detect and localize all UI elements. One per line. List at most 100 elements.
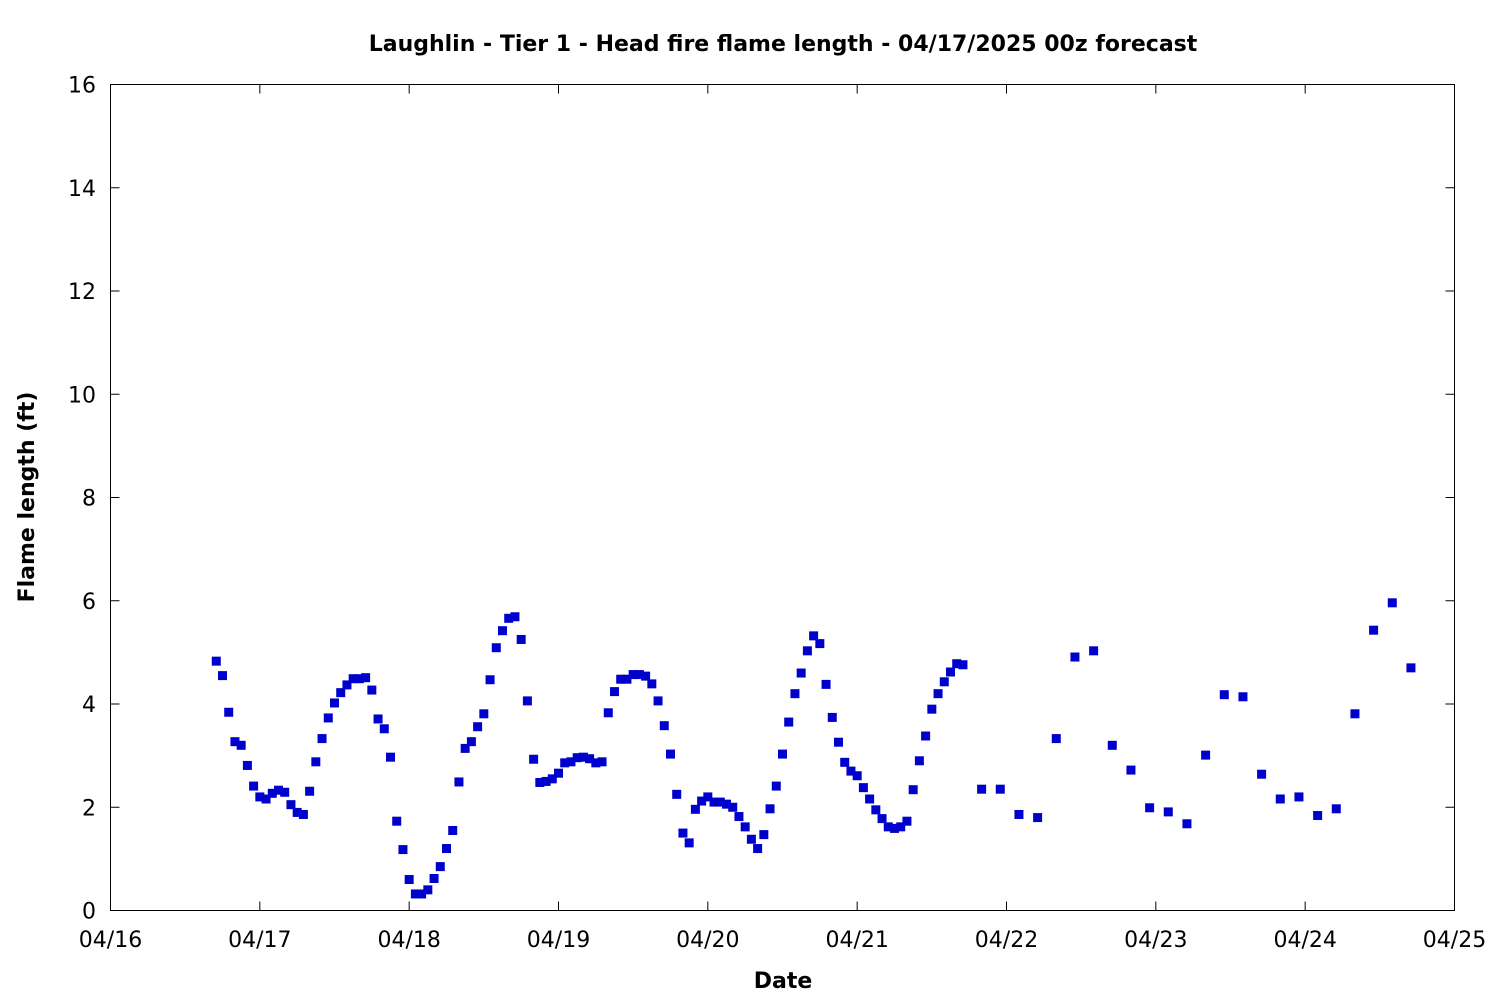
y-tick-label: 12	[68, 280, 96, 305]
data-point	[709, 797, 719, 807]
data-point	[952, 659, 962, 669]
data-point	[858, 783, 868, 793]
data-point	[280, 787, 290, 797]
data-point	[697, 796, 707, 806]
data-point	[958, 660, 968, 670]
data-point	[821, 679, 831, 689]
data-point	[255, 792, 265, 802]
data-point	[765, 804, 775, 814]
data-point	[647, 679, 657, 689]
y-tick-label: 6	[82, 590, 96, 615]
data-point	[753, 844, 763, 854]
data-point	[367, 685, 377, 695]
data-point	[379, 724, 389, 734]
data-point	[249, 781, 259, 791]
data-point	[1107, 740, 1117, 750]
data-point	[510, 612, 520, 622]
data-point	[802, 646, 812, 656]
data-point	[448, 825, 458, 835]
data-point	[535, 777, 545, 787]
data-point	[834, 737, 843, 747]
data-point	[404, 875, 414, 885]
x-tick-label: 04/23	[1124, 928, 1187, 953]
data-point	[771, 781, 781, 791]
data-point	[597, 757, 607, 767]
data-point	[460, 743, 470, 753]
data-point	[267, 788, 277, 798]
data-point	[902, 816, 912, 826]
data-point	[529, 754, 539, 764]
data-point	[292, 807, 302, 817]
x-tick-label: 04/20	[676, 928, 739, 953]
y-tick-label: 8	[82, 487, 96, 512]
data-point	[1033, 813, 1043, 823]
data-point	[722, 799, 731, 809]
data-point	[1145, 803, 1155, 813]
data-point	[827, 712, 837, 722]
data-point	[211, 656, 221, 666]
data-point	[242, 760, 252, 770]
plot-frame	[110, 84, 1455, 911]
data-point	[852, 771, 862, 781]
data-point	[479, 709, 489, 719]
data-point	[883, 822, 893, 832]
y-tick-label: 0	[82, 900, 96, 925]
data-point	[435, 862, 445, 872]
data-point	[566, 757, 576, 767]
x-tick-label: 04/16	[79, 928, 142, 953]
data-point	[796, 668, 806, 678]
x-axis-label: Date	[754, 969, 813, 994]
x-tick-label: 04/17	[228, 928, 291, 953]
data-point	[1070, 652, 1080, 662]
data-point	[392, 816, 402, 826]
data-point	[840, 757, 850, 767]
data-point	[1257, 769, 1267, 779]
x-tick-label: 04/21	[825, 928, 888, 953]
data-point	[572, 753, 582, 763]
data-point	[759, 830, 769, 840]
data-point	[659, 721, 669, 731]
data-point	[634, 670, 644, 680]
data-point	[666, 749, 675, 759]
x-tick-label: 04/19	[527, 928, 590, 953]
data-point	[740, 822, 750, 832]
data-point	[927, 704, 937, 714]
data-point	[778, 749, 787, 759]
data-point	[230, 737, 240, 747]
data-point	[1014, 809, 1024, 819]
data-point	[417, 889, 427, 899]
data-point	[224, 707, 234, 717]
data-point	[1387, 598, 1397, 608]
data-point	[578, 752, 588, 762]
data-point	[305, 786, 315, 796]
data-point	[1163, 807, 1173, 817]
data-point	[298, 809, 308, 819]
data-point	[218, 671, 227, 681]
data-point	[746, 834, 756, 844]
data-point	[473, 722, 483, 732]
y-tick-label: 2	[82, 796, 96, 821]
data-point	[504, 613, 514, 623]
data-point	[1219, 690, 1229, 700]
data-point	[317, 734, 327, 744]
data-point	[342, 680, 352, 690]
data-point	[361, 673, 371, 683]
data-point	[410, 889, 420, 899]
data-point	[429, 873, 439, 883]
data-point	[815, 639, 825, 649]
axis-ticks	[110, 84, 1455, 911]
data-point	[591, 758, 601, 768]
x-tick-labels: 04/16 04/17 04/18 04/19 04/20 04/21 04/22 04/23…	[79, 928, 1486, 953]
data-point	[871, 805, 881, 815]
data-point	[1275, 794, 1285, 804]
data-point	[348, 674, 358, 684]
data-point	[977, 784, 987, 794]
data-point	[522, 696, 532, 706]
data-point	[1331, 804, 1341, 814]
data-point	[386, 752, 395, 762]
data-point	[585, 754, 595, 764]
data-point	[1126, 765, 1136, 775]
data-point	[684, 838, 694, 848]
data-point	[678, 828, 688, 838]
